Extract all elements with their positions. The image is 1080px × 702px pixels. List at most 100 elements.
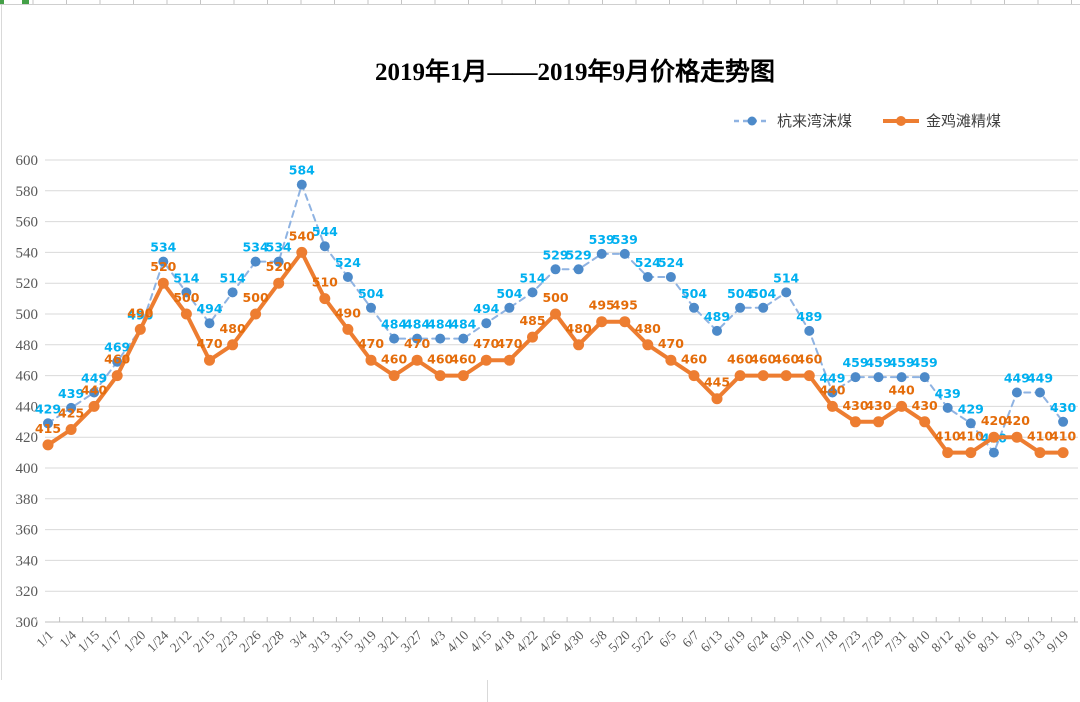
data-point-marker xyxy=(111,370,123,382)
data-point-marker xyxy=(734,370,746,382)
data-label: 459 xyxy=(912,355,938,370)
data-label: 484 xyxy=(450,317,476,332)
data-label: 440 xyxy=(81,382,107,397)
data-point-marker xyxy=(965,447,977,459)
data-label: 430 xyxy=(842,398,868,413)
data-point-marker xyxy=(850,372,861,383)
data-label: 495 xyxy=(612,298,638,313)
data-label: 504 xyxy=(727,286,753,301)
selection-mark xyxy=(22,0,29,4)
y-tick-label: 600 xyxy=(16,153,39,169)
data-label: 470 xyxy=(658,336,684,351)
data-label: 449 xyxy=(1027,371,1053,386)
data-label: 460 xyxy=(104,352,130,367)
y-tick-label: 400 xyxy=(16,461,39,477)
data-label: 539 xyxy=(612,232,638,247)
data-point-marker xyxy=(481,318,492,329)
data-label: 534 xyxy=(266,240,292,255)
x-tick-label: 1/15 xyxy=(75,627,103,655)
data-point-marker xyxy=(342,323,354,335)
x-tick-label: 4/26 xyxy=(536,627,564,655)
data-label: 440 xyxy=(819,382,845,397)
data-label: 494 xyxy=(196,301,222,316)
data-point-marker xyxy=(988,431,1000,443)
data-point-marker xyxy=(204,354,215,366)
x-tick-label: 3/19 xyxy=(352,627,380,655)
x-tick-label: 3/27 xyxy=(398,627,426,655)
data-point-marker xyxy=(780,370,792,382)
data-label: 529 xyxy=(566,247,592,262)
data-label: 460 xyxy=(750,352,776,367)
x-tick-label: 7/29 xyxy=(859,627,887,655)
data-label: 524 xyxy=(335,255,361,270)
data-label: 484 xyxy=(404,317,430,332)
data-point-marker xyxy=(227,287,238,298)
x-tick-label: 6/13 xyxy=(698,627,726,655)
data-point-marker xyxy=(527,331,538,343)
y-tick-label: 480 xyxy=(16,338,39,354)
data-label: 510 xyxy=(312,275,338,290)
data-point-marker xyxy=(596,316,608,328)
data-label: 500 xyxy=(173,290,199,305)
x-tick-label: 3/21 xyxy=(375,628,403,656)
y-axis-labels: 600 580 560 540 520 500 480 460 440 420 400 380 360 3… xyxy=(16,153,39,631)
data-point-marker xyxy=(619,316,631,328)
data-label: 480 xyxy=(635,321,661,336)
data-point-marker xyxy=(711,393,723,405)
data-point-marker xyxy=(134,323,146,335)
data-label: 469 xyxy=(104,340,130,355)
data-label: 584 xyxy=(289,163,315,178)
data-label: 449 xyxy=(81,371,107,386)
data-label: 430 xyxy=(912,398,938,413)
data-label: 495 xyxy=(589,298,615,313)
data-point-marker xyxy=(712,325,722,336)
y-tick-label: 320 xyxy=(16,584,39,600)
data-point-marker xyxy=(1058,416,1069,427)
data-point-marker xyxy=(504,302,515,313)
dashed-line-marker-icon xyxy=(734,116,770,125)
data-point-marker xyxy=(689,302,699,313)
data-label: 484 xyxy=(427,317,453,332)
data-label: 524 xyxy=(635,255,661,270)
legend-item-series-1[interactable]: 杭来湾沫煤 xyxy=(733,110,852,131)
data-point-marker xyxy=(412,333,423,344)
legend-label: 杭来湾沫煤 xyxy=(777,114,853,130)
data-point-marker xyxy=(480,354,492,366)
data-point-marker xyxy=(42,439,54,451)
chart-legend: 杭来湾沫煤 金鸡滩精煤 xyxy=(733,110,1001,131)
data-point-marker xyxy=(273,256,284,267)
data-label: 470 xyxy=(196,336,222,351)
x-tick-label: 8/31 xyxy=(974,628,1002,656)
data-point-marker xyxy=(158,256,169,267)
data-label: 459 xyxy=(842,355,868,370)
data-label: 410 xyxy=(935,429,961,444)
data-point-marker xyxy=(89,387,100,398)
data-label: 439 xyxy=(58,386,84,401)
data-label: 544 xyxy=(312,224,338,239)
data-label: 459 xyxy=(865,355,891,370)
data-label: 415 xyxy=(35,421,61,436)
data-label: 504 xyxy=(358,286,384,301)
data-label: 514 xyxy=(519,270,545,285)
x-tick-label: 8/12 xyxy=(928,628,956,656)
data-label: 470 xyxy=(473,336,499,351)
x-tick-label: 1/24 xyxy=(144,627,172,655)
data-point-marker xyxy=(1057,447,1069,459)
data-point-marker xyxy=(804,325,815,336)
data-label: 445 xyxy=(704,375,730,390)
x-tick-label: 8/10 xyxy=(905,627,933,655)
data-label: 524 xyxy=(658,255,684,270)
data-point-marker xyxy=(619,248,630,259)
data-point-marker xyxy=(227,339,239,351)
y-tick-label: 520 xyxy=(16,276,39,292)
data-label: 470 xyxy=(496,336,522,351)
y-tick-label: 380 xyxy=(16,492,39,508)
data-point-marker xyxy=(319,293,331,305)
data-point-marker xyxy=(250,256,261,267)
data-point-marker xyxy=(1035,387,1045,398)
data-point-marker xyxy=(366,302,376,313)
legend-item-series-2[interactable]: 金鸡滩精煤 xyxy=(882,110,1001,131)
y-tick-label: 560 xyxy=(16,215,39,231)
